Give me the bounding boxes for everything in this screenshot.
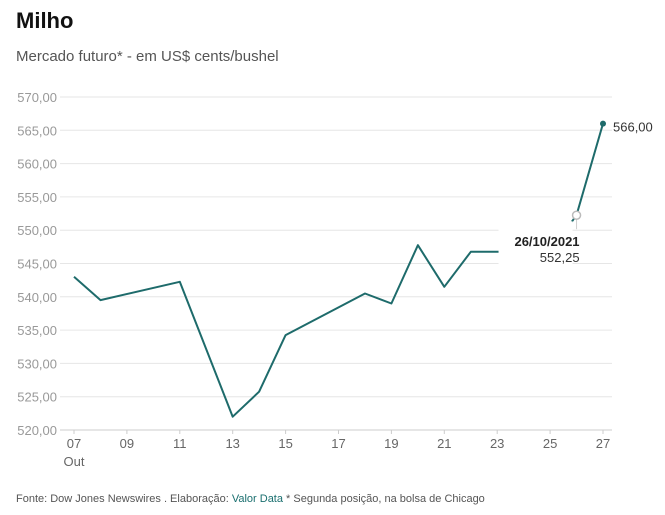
y-tick-label: 570,00 <box>17 90 57 105</box>
y-tick-label: 565,00 <box>17 123 57 138</box>
line-chart: 570,00 565,00 560,00 555,00 550,00 545,00 540,… <box>17 90 653 469</box>
x-tick-month-label: Out <box>64 454 85 469</box>
x-tick-label: 21 <box>437 436 451 451</box>
series-layer <box>73 120 606 418</box>
x-tick-label: 17 <box>331 436 345 451</box>
x-tick-label: 11 <box>173 436 187 451</box>
footer-source: Fonte: Dow Jones Newswires . Elaboração: <box>16 493 232 505</box>
tooltip-box <box>498 221 573 266</box>
x-tick-label: 23 <box>490 436 504 451</box>
x-tick-label: 09 <box>120 436 134 451</box>
footer-note: * Segunda posição, na bolsa de Chicago <box>282 493 485 505</box>
y-tick-label: 550,00 <box>17 223 57 238</box>
y-tick-label: 540,00 <box>17 290 57 305</box>
y-tick-label: 535,00 <box>17 323 57 338</box>
end-point <box>600 120 606 127</box>
x-axis: 07 09 11 13 15 17 19 21 23 25 27 Out <box>64 430 610 469</box>
y-tick-label: 545,00 <box>17 257 57 272</box>
grid-lines <box>60 96 612 431</box>
x-tick-label: 13 <box>225 436 239 451</box>
source-footer: Fonte: Dow Jones Newswires . Elaboração:… <box>16 493 485 505</box>
chart-title: Milho <box>16 8 74 33</box>
tooltip-value: 552,25 <box>540 250 580 265</box>
y-tick-label: 560,00 <box>17 157 57 172</box>
y-tick-label: 520,00 <box>17 423 57 438</box>
x-tick-label: 19 <box>384 436 398 451</box>
y-tick-label: 555,00 <box>17 190 57 205</box>
y-axis: 570,00 565,00 560,00 555,00 550,00 545,00 540,… <box>17 90 57 438</box>
x-tick-label: 27 <box>596 436 610 451</box>
y-tick-label: 530,00 <box>17 356 57 371</box>
end-value-label: 566,00 <box>613 120 653 135</box>
footer-valor-data-link[interactable]: Valor Data <box>231 493 283 505</box>
series-line <box>73 123 604 418</box>
tooltip-date: 26/10/2021 <box>514 234 579 249</box>
x-tick-label: 25 <box>543 436 557 451</box>
y-tick-label: 525,00 <box>17 390 57 405</box>
chart-subtitle: Mercado futuro* - em US$ cents/bushel <box>16 48 279 65</box>
x-tick-label: 15 <box>278 436 292 451</box>
x-tick-label: 07 <box>67 436 81 451</box>
tooltip-marker[interactable] <box>571 210 582 220</box>
